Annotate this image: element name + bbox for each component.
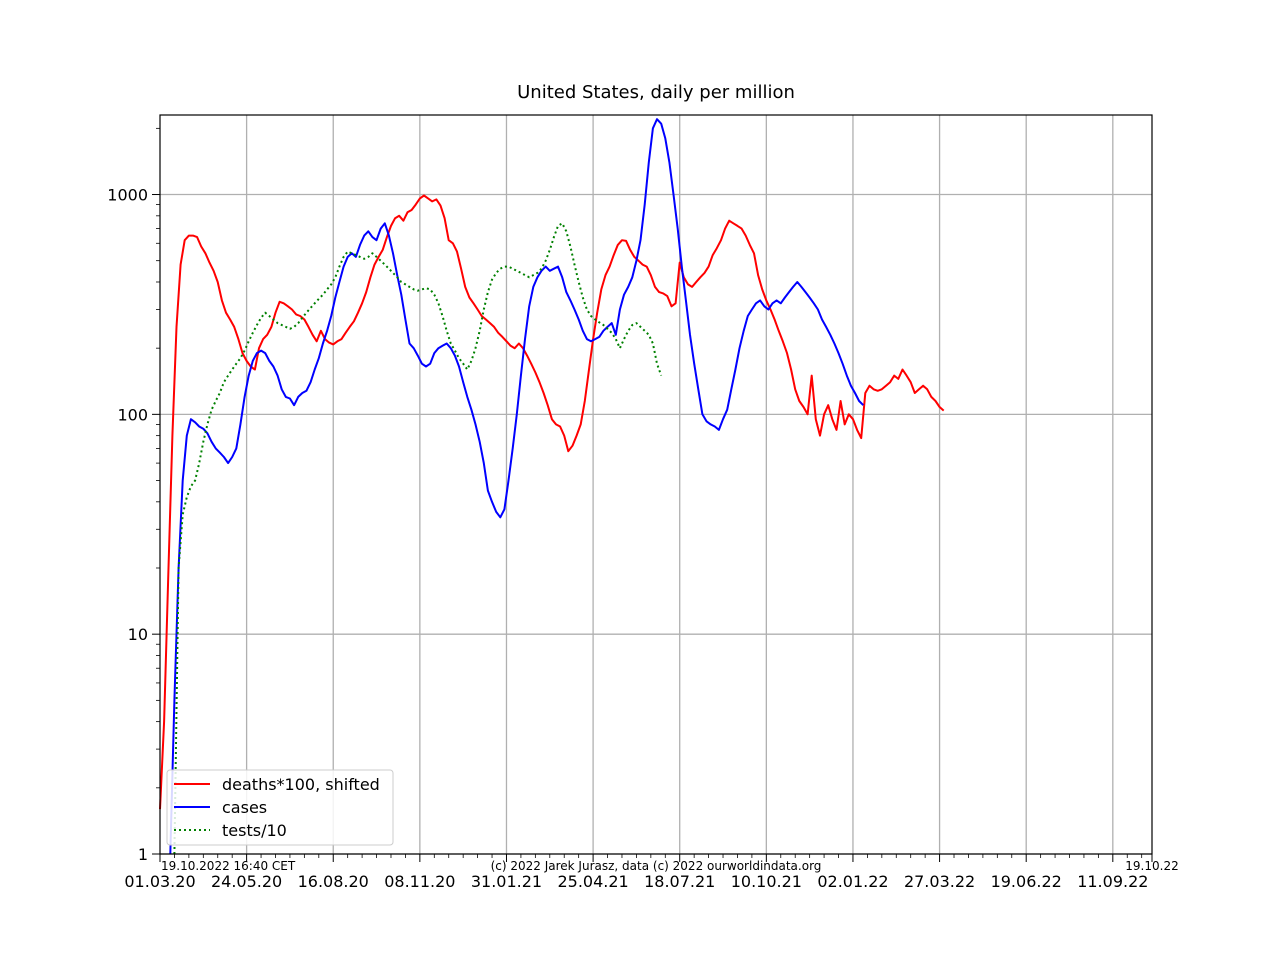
x-tick-label: 19.06.22: [991, 872, 1062, 891]
legend-label-cases: cases: [222, 798, 267, 817]
axis-layer: 01.03.20 24.05.20 16.08.20 08.11.20 31.01.21…: [107, 127, 1153, 891]
timestamp-label: 19.10.2022 16:40 CET: [161, 859, 296, 873]
legend-label-tests: tests/10: [222, 821, 287, 840]
y-tick-label: 10: [128, 625, 148, 644]
x-tick-label: 08.11.20: [384, 872, 455, 891]
tests-line: [173, 222, 663, 855]
y-tick-label: 1000: [107, 186, 148, 205]
series-layer: [159, 118, 945, 855]
x-tick-label: 18.07.21: [644, 872, 715, 891]
x-tick-label: 01.03.20: [124, 872, 195, 891]
y-tick-label: 1: [138, 845, 148, 864]
x-tick-label: 25.04.21: [557, 872, 628, 891]
credit-label: (c) 2022 Jarek Jurasz, data (c) 2022 our…: [491, 859, 822, 873]
end-date-label: 19.10.22: [1125, 859, 1178, 873]
chart-title: United States, daily per million: [517, 82, 795, 103]
x-tick-label: 16.08.20: [298, 872, 369, 891]
x-tick-label: 31.01.21: [471, 872, 542, 891]
x-tick-label: 10.10.21: [731, 872, 802, 891]
legend: deaths*100, shifted cases tests/10: [166, 769, 394, 846]
legend-box: [166, 769, 394, 846]
x-tick-label: 27.03.22: [904, 872, 975, 891]
legend-label-deaths: deaths*100, shifted: [222, 775, 380, 794]
deaths-line: [159, 194, 945, 810]
plot-frame: [159, 114, 1153, 855]
x-tick-label: 11.09.22: [1077, 872, 1148, 891]
x-tick-label: 02.01.22: [817, 872, 888, 891]
cases-line: [169, 118, 865, 855]
y-tick-label: 100: [117, 405, 148, 424]
x-tick-label: 24.05.20: [211, 872, 282, 891]
grid-layer: [160, 115, 1152, 855]
